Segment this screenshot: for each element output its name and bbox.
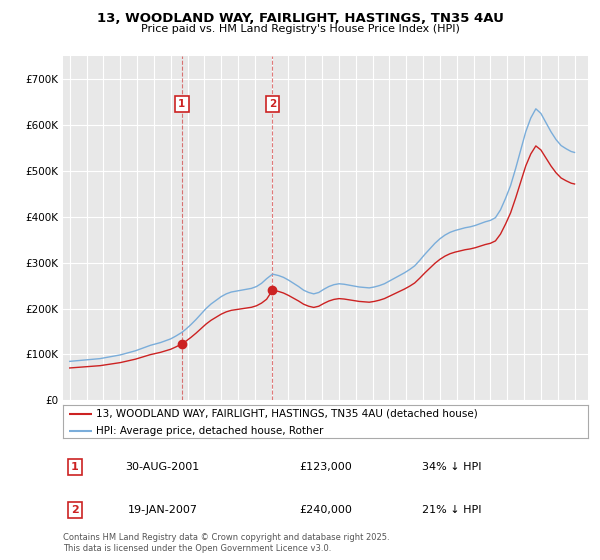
Text: 1: 1 (71, 461, 79, 472)
Text: 1: 1 (178, 99, 185, 109)
Text: £240,000: £240,000 (299, 505, 352, 515)
Text: 2: 2 (71, 505, 79, 515)
Text: 13, WOODLAND WAY, FAIRLIGHT, HASTINGS, TN35 4AU (detached house): 13, WOODLAND WAY, FAIRLIGHT, HASTINGS, T… (95, 409, 478, 418)
Text: Contains HM Land Registry data © Crown copyright and database right 2025.
This d: Contains HM Land Registry data © Crown c… (63, 533, 389, 553)
Text: HPI: Average price, detached house, Rother: HPI: Average price, detached house, Roth… (95, 426, 323, 436)
Text: 30-AUG-2001: 30-AUG-2001 (125, 461, 200, 472)
Text: 2: 2 (269, 99, 276, 109)
Text: 13, WOODLAND WAY, FAIRLIGHT, HASTINGS, TN35 4AU: 13, WOODLAND WAY, FAIRLIGHT, HASTINGS, T… (97, 12, 503, 25)
Text: 19-JAN-2007: 19-JAN-2007 (128, 505, 198, 515)
Text: 21% ↓ HPI: 21% ↓ HPI (422, 505, 481, 515)
Text: £123,000: £123,000 (299, 461, 352, 472)
Text: Price paid vs. HM Land Registry's House Price Index (HPI): Price paid vs. HM Land Registry's House … (140, 24, 460, 34)
Text: 34% ↓ HPI: 34% ↓ HPI (422, 461, 481, 472)
